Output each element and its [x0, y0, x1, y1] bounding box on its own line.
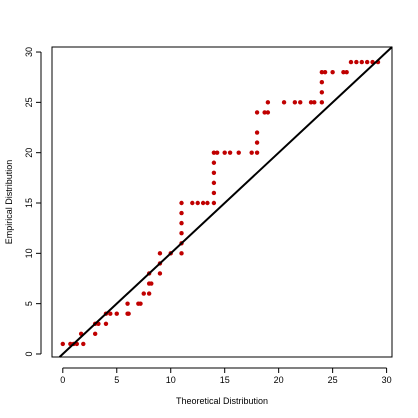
data-point — [292, 100, 298, 105]
data-point — [298, 100, 303, 105]
plot-frame — [51, 46, 393, 358]
y-tick-label: 25 — [24, 97, 34, 107]
data-point — [222, 150, 227, 155]
data-point — [319, 69, 325, 75]
data-point — [359, 59, 364, 65]
y-tick-label: 20 — [24, 148, 34, 158]
x-tick-label: 20 — [274, 375, 284, 385]
y-tick-label: 30 — [24, 47, 34, 57]
data-point — [319, 100, 325, 105]
data-point — [281, 100, 287, 105]
data-point — [211, 200, 217, 206]
data-point — [190, 200, 195, 206]
data-point — [81, 341, 86, 347]
data-point — [265, 110, 271, 115]
x-tick-label: 30 — [382, 375, 392, 385]
data-point — [322, 69, 328, 75]
data-point — [179, 220, 184, 226]
data-point — [312, 100, 317, 105]
data-point — [341, 69, 346, 75]
y-axis-title: Empirical Distribution — [4, 160, 14, 245]
data-point — [205, 200, 210, 206]
reference-line — [58, 46, 393, 358]
data-point — [214, 150, 220, 155]
data-point — [344, 69, 349, 75]
data-point — [254, 130, 260, 135]
data-point — [265, 100, 271, 105]
x-axis-title: Theoretical Distribution — [176, 396, 268, 406]
data-point — [149, 281, 154, 286]
data-point — [179, 200, 184, 206]
data-point — [179, 210, 184, 216]
data-point — [60, 341, 65, 347]
data-point — [195, 200, 200, 206]
y-tick-label: 10 — [24, 248, 34, 258]
data-point — [211, 190, 217, 196]
data-point — [227, 150, 233, 155]
data-point — [354, 59, 359, 65]
data-point — [211, 150, 217, 155]
data-point — [157, 251, 163, 256]
data-point — [319, 80, 325, 85]
data-point — [254, 140, 260, 145]
data-point — [200, 200, 206, 206]
data-point — [211, 180, 217, 186]
data-point — [236, 150, 241, 155]
data-point — [262, 110, 267, 115]
data-point — [330, 69, 335, 75]
data-point — [157, 271, 163, 276]
x-tick-label: 0 — [60, 375, 65, 385]
data-point — [146, 291, 152, 296]
data-point — [92, 331, 98, 337]
x-axis: 0 5 10 15 20 25 30 — [60, 367, 392, 385]
data-point — [348, 59, 354, 65]
x-tick-label: 15 — [220, 375, 230, 385]
data-point — [211, 160, 217, 165]
data-point — [114, 311, 119, 316]
data-point — [254, 110, 260, 115]
data-point — [179, 251, 184, 256]
data-point — [125, 301, 130, 306]
data-point — [249, 150, 254, 155]
x-tick-label: 10 — [166, 375, 176, 385]
data-point — [364, 59, 370, 65]
data-point — [141, 291, 146, 296]
data-point — [308, 100, 314, 105]
y-tick-label: 0 — [24, 351, 34, 356]
data-points — [60, 59, 381, 347]
data-point — [319, 90, 325, 95]
data-point — [211, 170, 217, 176]
y-tick-label: 15 — [24, 198, 34, 208]
data-point — [126, 311, 131, 316]
data-point — [103, 321, 109, 326]
x-tick-label: 25 — [328, 375, 338, 385]
data-point — [254, 150, 260, 155]
x-tick-label: 5 — [114, 375, 119, 385]
data-point — [138, 301, 143, 306]
y-tick-label: 5 — [24, 301, 34, 306]
data-point — [108, 311, 113, 316]
y-axis: 0 5 10 15 20 25 30 — [24, 47, 42, 356]
data-point — [179, 231, 184, 236]
